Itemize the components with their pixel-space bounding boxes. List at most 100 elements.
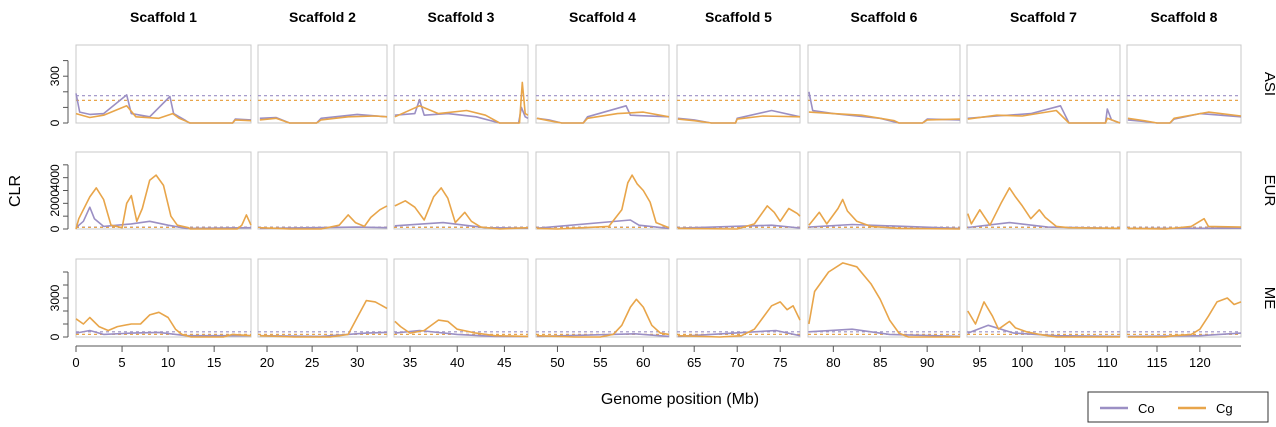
x-tick-label: 0 [72, 355, 79, 370]
panel-eur-1 [75, 151, 252, 230]
panel-asi-5 [676, 44, 801, 124]
series-line-cg [967, 109, 1121, 124]
series-line-cg [1127, 111, 1242, 124]
series-line-cg [1127, 217, 1242, 230]
population-label: ASI [1261, 72, 1276, 96]
scaffold-title: Scaffold 6 [851, 9, 918, 25]
x-tick-label: 100 [1011, 355, 1033, 370]
panel-border [75, 44, 252, 124]
series-line-cg [394, 319, 529, 338]
scaffold-title: Scaffold 1 [130, 9, 197, 25]
panel-border [535, 258, 670, 338]
x-tick-label: 120 [1189, 355, 1211, 370]
panel-border [966, 258, 1121, 338]
x-tick-label: 60 [636, 355, 650, 370]
y-tick-label: 300 [48, 66, 62, 86]
panel-eur-6 [807, 151, 961, 230]
panel-border [393, 258, 529, 338]
x-axis: 0 5 10 15 20 25 30 35 40 45 50 55 60 65 70 75 80 85 90 95 10… [72, 345, 1241, 370]
series-line-co [394, 98, 529, 124]
series-line-cg [394, 81, 529, 124]
series-line-co [536, 219, 670, 230]
series-line-co [967, 105, 1121, 124]
panel-border [257, 151, 388, 230]
x-tick-label: 30 [350, 355, 364, 370]
legend-label-cg: Cg [1216, 401, 1233, 416]
series-line-cg [259, 205, 388, 230]
panel-border [535, 151, 670, 230]
panel-border [1126, 258, 1242, 338]
y-tick-label: 2000 [48, 190, 62, 217]
panel-me-6 [807, 258, 961, 338]
panel-me-1 [75, 258, 252, 338]
x-tick-label: 50 [550, 355, 564, 370]
panel-border [535, 44, 670, 124]
series-line-co [1127, 332, 1242, 338]
panel-border [393, 44, 529, 124]
x-tick-label: 65 [687, 355, 701, 370]
x-tick-label: 10 [161, 355, 175, 370]
panel-eur-5 [676, 151, 801, 230]
series-line-cg [75, 105, 252, 124]
series-line-cg [967, 301, 1120, 338]
scaffold-title: Scaffold 7 [1010, 9, 1077, 25]
panel-asi-7 [966, 44, 1121, 124]
x-tick-label: 45 [497, 355, 511, 370]
panel-asi-8 [1126, 44, 1242, 124]
panel-border [807, 258, 961, 338]
series-line-cg [536, 111, 670, 124]
x-tick-label: 35 [403, 355, 417, 370]
series-line-co [536, 105, 670, 124]
y-axis-me: 0 3000 [48, 271, 69, 340]
x-tick-label: 75 [773, 355, 787, 370]
x-tick-label: 80 [826, 355, 840, 370]
series-line-cg [75, 311, 252, 338]
panel-border [1126, 151, 1242, 230]
panel-border [676, 258, 801, 338]
legend-label-co: Co [1138, 401, 1155, 416]
panel-eur-3 [393, 151, 529, 230]
y-tick-label: 3000 [48, 284, 62, 311]
x-tick-label: 90 [920, 355, 934, 370]
series-line-cg [536, 174, 670, 230]
series-line-cg [808, 198, 961, 230]
scaffold-title: Scaffold 4 [569, 9, 636, 25]
panel-border [807, 151, 961, 230]
scaffold-title: Scaffold 3 [428, 9, 495, 25]
panel-border [676, 44, 801, 124]
series-line-cg [967, 187, 1121, 230]
x-tick-label: 40 [450, 355, 464, 370]
x-tick-label: 85 [873, 355, 887, 370]
scaffold-title: Scaffold 2 [289, 9, 356, 25]
legend: Co Cg [1087, 391, 1269, 423]
series-line-cg [1127, 297, 1242, 338]
series-line-co [677, 224, 801, 229]
y-tick-label: 0 [48, 333, 62, 340]
series-line-co [75, 93, 252, 124]
series-line-cg [536, 298, 670, 338]
series-line-cg [259, 115, 388, 124]
y-tick-label: 4000 [48, 164, 62, 191]
panel-asi-1 [75, 44, 252, 124]
panel-me-8 [1126, 258, 1242, 338]
x-tick-label: 115 [1147, 355, 1168, 370]
panel-border [1126, 44, 1242, 124]
panel-asi-4 [535, 44, 670, 124]
panel-border [393, 151, 529, 230]
series-line-cg [75, 174, 252, 230]
panel-border [676, 151, 801, 230]
panel-eur-7 [966, 151, 1121, 230]
panel-me-3 [393, 258, 529, 338]
scaffold-title: Scaffold 8 [1151, 9, 1218, 25]
x-tick-label: 95 [973, 355, 987, 370]
series-line-cg [677, 205, 801, 230]
y-axis-title: CLR [7, 175, 24, 207]
x-tick-label: 55 [593, 355, 607, 370]
panel-border [257, 258, 388, 338]
x-tick-label: 20 [260, 355, 274, 370]
panel-asi-3 [393, 44, 529, 124]
panel-border [257, 44, 388, 124]
panel-border [966, 151, 1121, 230]
